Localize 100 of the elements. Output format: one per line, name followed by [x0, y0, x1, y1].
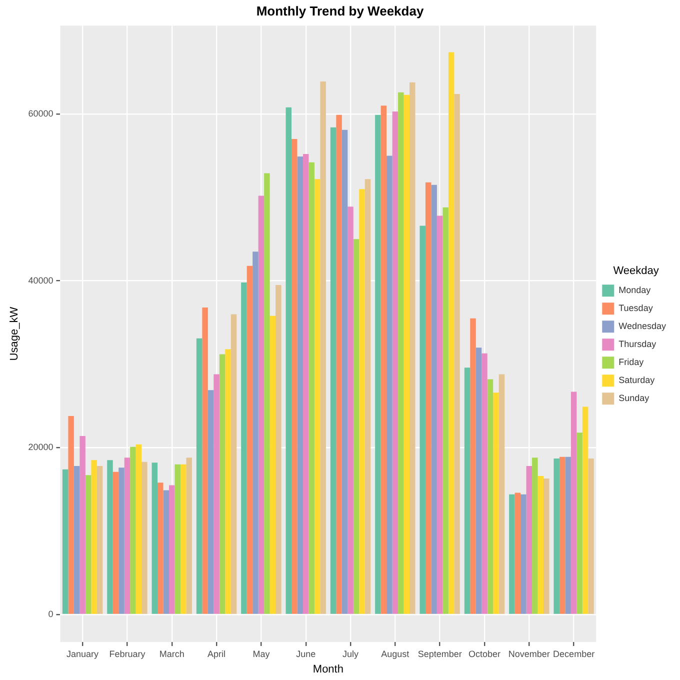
x-tick-label: June — [296, 648, 316, 659]
bar — [107, 460, 113, 614]
bar — [398, 92, 404, 614]
y-tick-label: 40000 — [28, 275, 54, 286]
bar — [353, 239, 360, 614]
bar — [208, 390, 214, 614]
bar — [375, 114, 381, 614]
bar — [96, 466, 103, 614]
bar — [520, 494, 526, 614]
bar — [124, 458, 130, 614]
bar — [225, 349, 231, 614]
bar — [431, 184, 437, 614]
bar — [246, 266, 253, 614]
bar — [544, 478, 550, 614]
bar — [276, 285, 282, 614]
bar — [152, 462, 158, 614]
bar — [264, 173, 270, 614]
bar — [230, 314, 237, 614]
y-tick-label: 20000 — [28, 442, 54, 452]
y-tick-label: 60000 — [28, 108, 54, 118]
bar — [425, 182, 432, 614]
bar — [214, 374, 220, 614]
x-tick-label: March — [159, 648, 184, 659]
bar — [442, 207, 448, 614]
x-tick-label: August — [381, 648, 410, 659]
x-axis-title: Month — [312, 663, 344, 676]
bar — [91, 460, 97, 614]
bar — [252, 252, 258, 614]
bar — [342, 130, 348, 614]
bar — [196, 338, 202, 614]
bar — [565, 456, 571, 614]
bar — [482, 353, 488, 614]
bar — [386, 156, 392, 614]
bar — [112, 472, 119, 614]
bar — [286, 107, 292, 614]
bar — [582, 406, 588, 614]
bar — [588, 458, 594, 614]
x-tick-label: January — [66, 648, 100, 659]
bar — [487, 379, 494, 614]
bar — [80, 436, 86, 614]
bar — [336, 114, 342, 614]
bar — [241, 282, 247, 614]
bar — [554, 458, 560, 614]
legend-label: Saturday — [618, 375, 656, 386]
bar — [62, 469, 68, 614]
bar — [68, 416, 74, 614]
bar — [186, 458, 192, 614]
bar — [74, 466, 80, 614]
y-axis-title: Usage_kW — [8, 306, 21, 361]
bar — [392, 112, 398, 614]
x-tick-label: May — [252, 648, 270, 659]
bar — [348, 206, 354, 614]
bar — [454, 94, 460, 614]
x-tick-label: April — [208, 648, 226, 659]
bar — [297, 156, 303, 614]
bar — [136, 444, 142, 614]
legend-label: Sunday — [618, 393, 650, 404]
bar — [258, 196, 264, 614]
bar — [498, 374, 505, 614]
bar — [526, 466, 532, 614]
bar — [410, 82, 416, 614]
legend-label: Monday — [618, 285, 652, 296]
bar — [380, 106, 387, 614]
legend-label: Tuesday — [618, 303, 654, 314]
x-tick-label: November — [508, 648, 550, 659]
bar — [570, 392, 577, 614]
bar — [464, 368, 470, 614]
bar — [302, 154, 309, 614]
bar — [448, 52, 454, 614]
bar — [404, 94, 410, 614]
bar — [130, 446, 136, 614]
x-tick-label: October — [468, 648, 500, 659]
bar — [202, 308, 208, 614]
bar — [493, 392, 499, 614]
bar — [436, 216, 443, 614]
y-tick-label: 0 — [48, 608, 54, 619]
bar — [476, 348, 482, 614]
bar — [291, 139, 298, 614]
bar — [308, 162, 314, 614]
bar — [320, 81, 326, 614]
legend-label: Thursday — [618, 339, 657, 350]
bar — [509, 494, 515, 614]
bar — [118, 468, 124, 614]
bar — [364, 179, 371, 614]
bar — [270, 316, 276, 614]
bar — [420, 226, 426, 614]
bar — [314, 179, 320, 614]
bar — [169, 485, 175, 614]
chart-title: Monthly Trend by Weekday — [256, 3, 424, 18]
bar — [330, 127, 336, 614]
bar — [142, 462, 148, 614]
bar — [85, 475, 92, 614]
bar — [180, 464, 186, 614]
legend-title: Weekday — [613, 264, 660, 277]
bar — [514, 492, 521, 614]
bar — [359, 189, 365, 614]
bar — [576, 432, 582, 614]
bar — [174, 464, 180, 614]
x-tick-label: July — [342, 648, 360, 659]
x-tick-label: September — [418, 648, 462, 659]
